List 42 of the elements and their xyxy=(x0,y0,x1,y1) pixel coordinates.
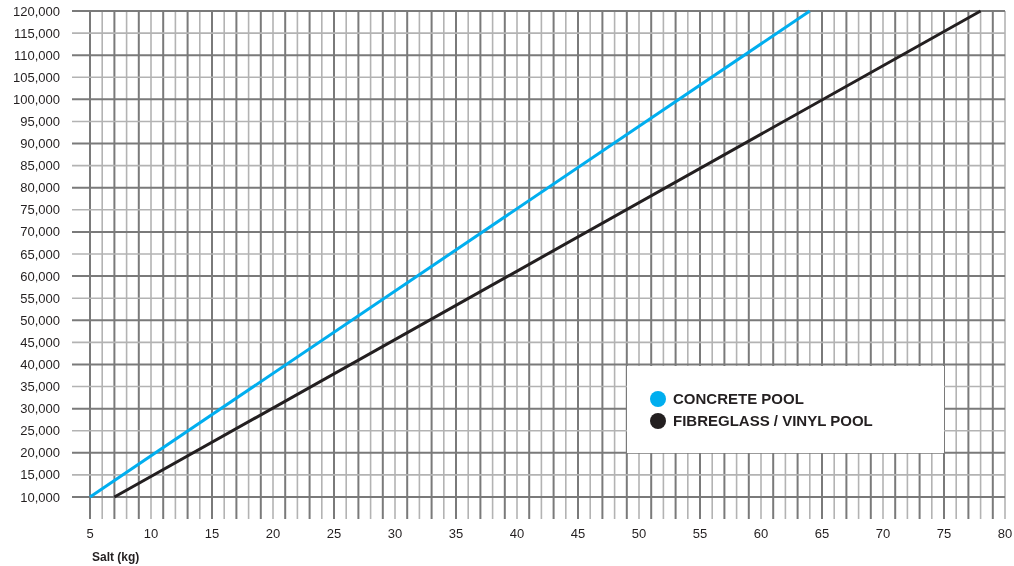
x-tick-label: 80 xyxy=(997,526,1013,541)
x-tick-label: 5 xyxy=(86,526,94,541)
y-tick-label: 40,000 xyxy=(20,357,60,372)
y-tick-label: 45,000 xyxy=(20,334,60,350)
y-tick-label: 95,000 xyxy=(20,114,60,129)
y-tick-label: 100,000 xyxy=(13,91,60,107)
y-tick-label: 25,000 xyxy=(20,423,60,439)
y-tick-label: 35,000 xyxy=(20,379,60,395)
legend-label: CONCRETE POOL xyxy=(673,390,804,408)
y-tick-label: 115,000 xyxy=(13,25,60,41)
y-tick-label: 30,000 xyxy=(20,401,60,417)
x-tick-label: 25 xyxy=(326,526,342,541)
x-tick-label: 70 xyxy=(875,526,891,541)
y-tick-label: 10,000 xyxy=(20,489,60,505)
y-tick-label: 105,000 xyxy=(13,69,60,85)
y-tick-label: 120,000 xyxy=(13,3,60,19)
y-tick-label: 70,000 xyxy=(20,224,60,240)
y-tick-label: 20,000 xyxy=(20,445,60,461)
x-tick-label: 50 xyxy=(631,526,647,541)
y-tick-label: 55,000 xyxy=(20,290,60,306)
y-tick-label: 60,000 xyxy=(20,268,60,284)
y-tick-label: 90,000 xyxy=(20,136,60,152)
legend-label: FIBREGLASS / VINYL POOL xyxy=(673,412,873,430)
x-tick-label: 40 xyxy=(509,526,525,541)
y-tick-label: 85,000 xyxy=(20,158,60,174)
y-tick-label: 50,000 xyxy=(20,312,60,328)
y-tick-label: 110,000 xyxy=(13,47,60,63)
x-axis-title: Salt (kg) xyxy=(92,550,140,564)
y-tick-label: 75,000 xyxy=(20,202,60,218)
x-tick-label: 10 xyxy=(143,526,159,541)
y-tick-label: 15,000 xyxy=(20,467,60,483)
x-tick-label: 65 xyxy=(814,526,830,541)
x-tick-label: 30 xyxy=(387,526,403,541)
y-tick-label: 65,000 xyxy=(20,246,60,262)
x-tick-label: 60 xyxy=(753,526,769,541)
x-tick-label: 15 xyxy=(204,526,220,541)
x-tick-label: 75 xyxy=(936,526,952,541)
x-tick-label: 55 xyxy=(692,526,708,541)
x-tick-label: 35 xyxy=(448,526,464,541)
x-tick-label: 45 xyxy=(570,526,586,541)
y-tick-label: 80,000 xyxy=(20,180,60,196)
x-tick-label: 20 xyxy=(265,526,281,541)
